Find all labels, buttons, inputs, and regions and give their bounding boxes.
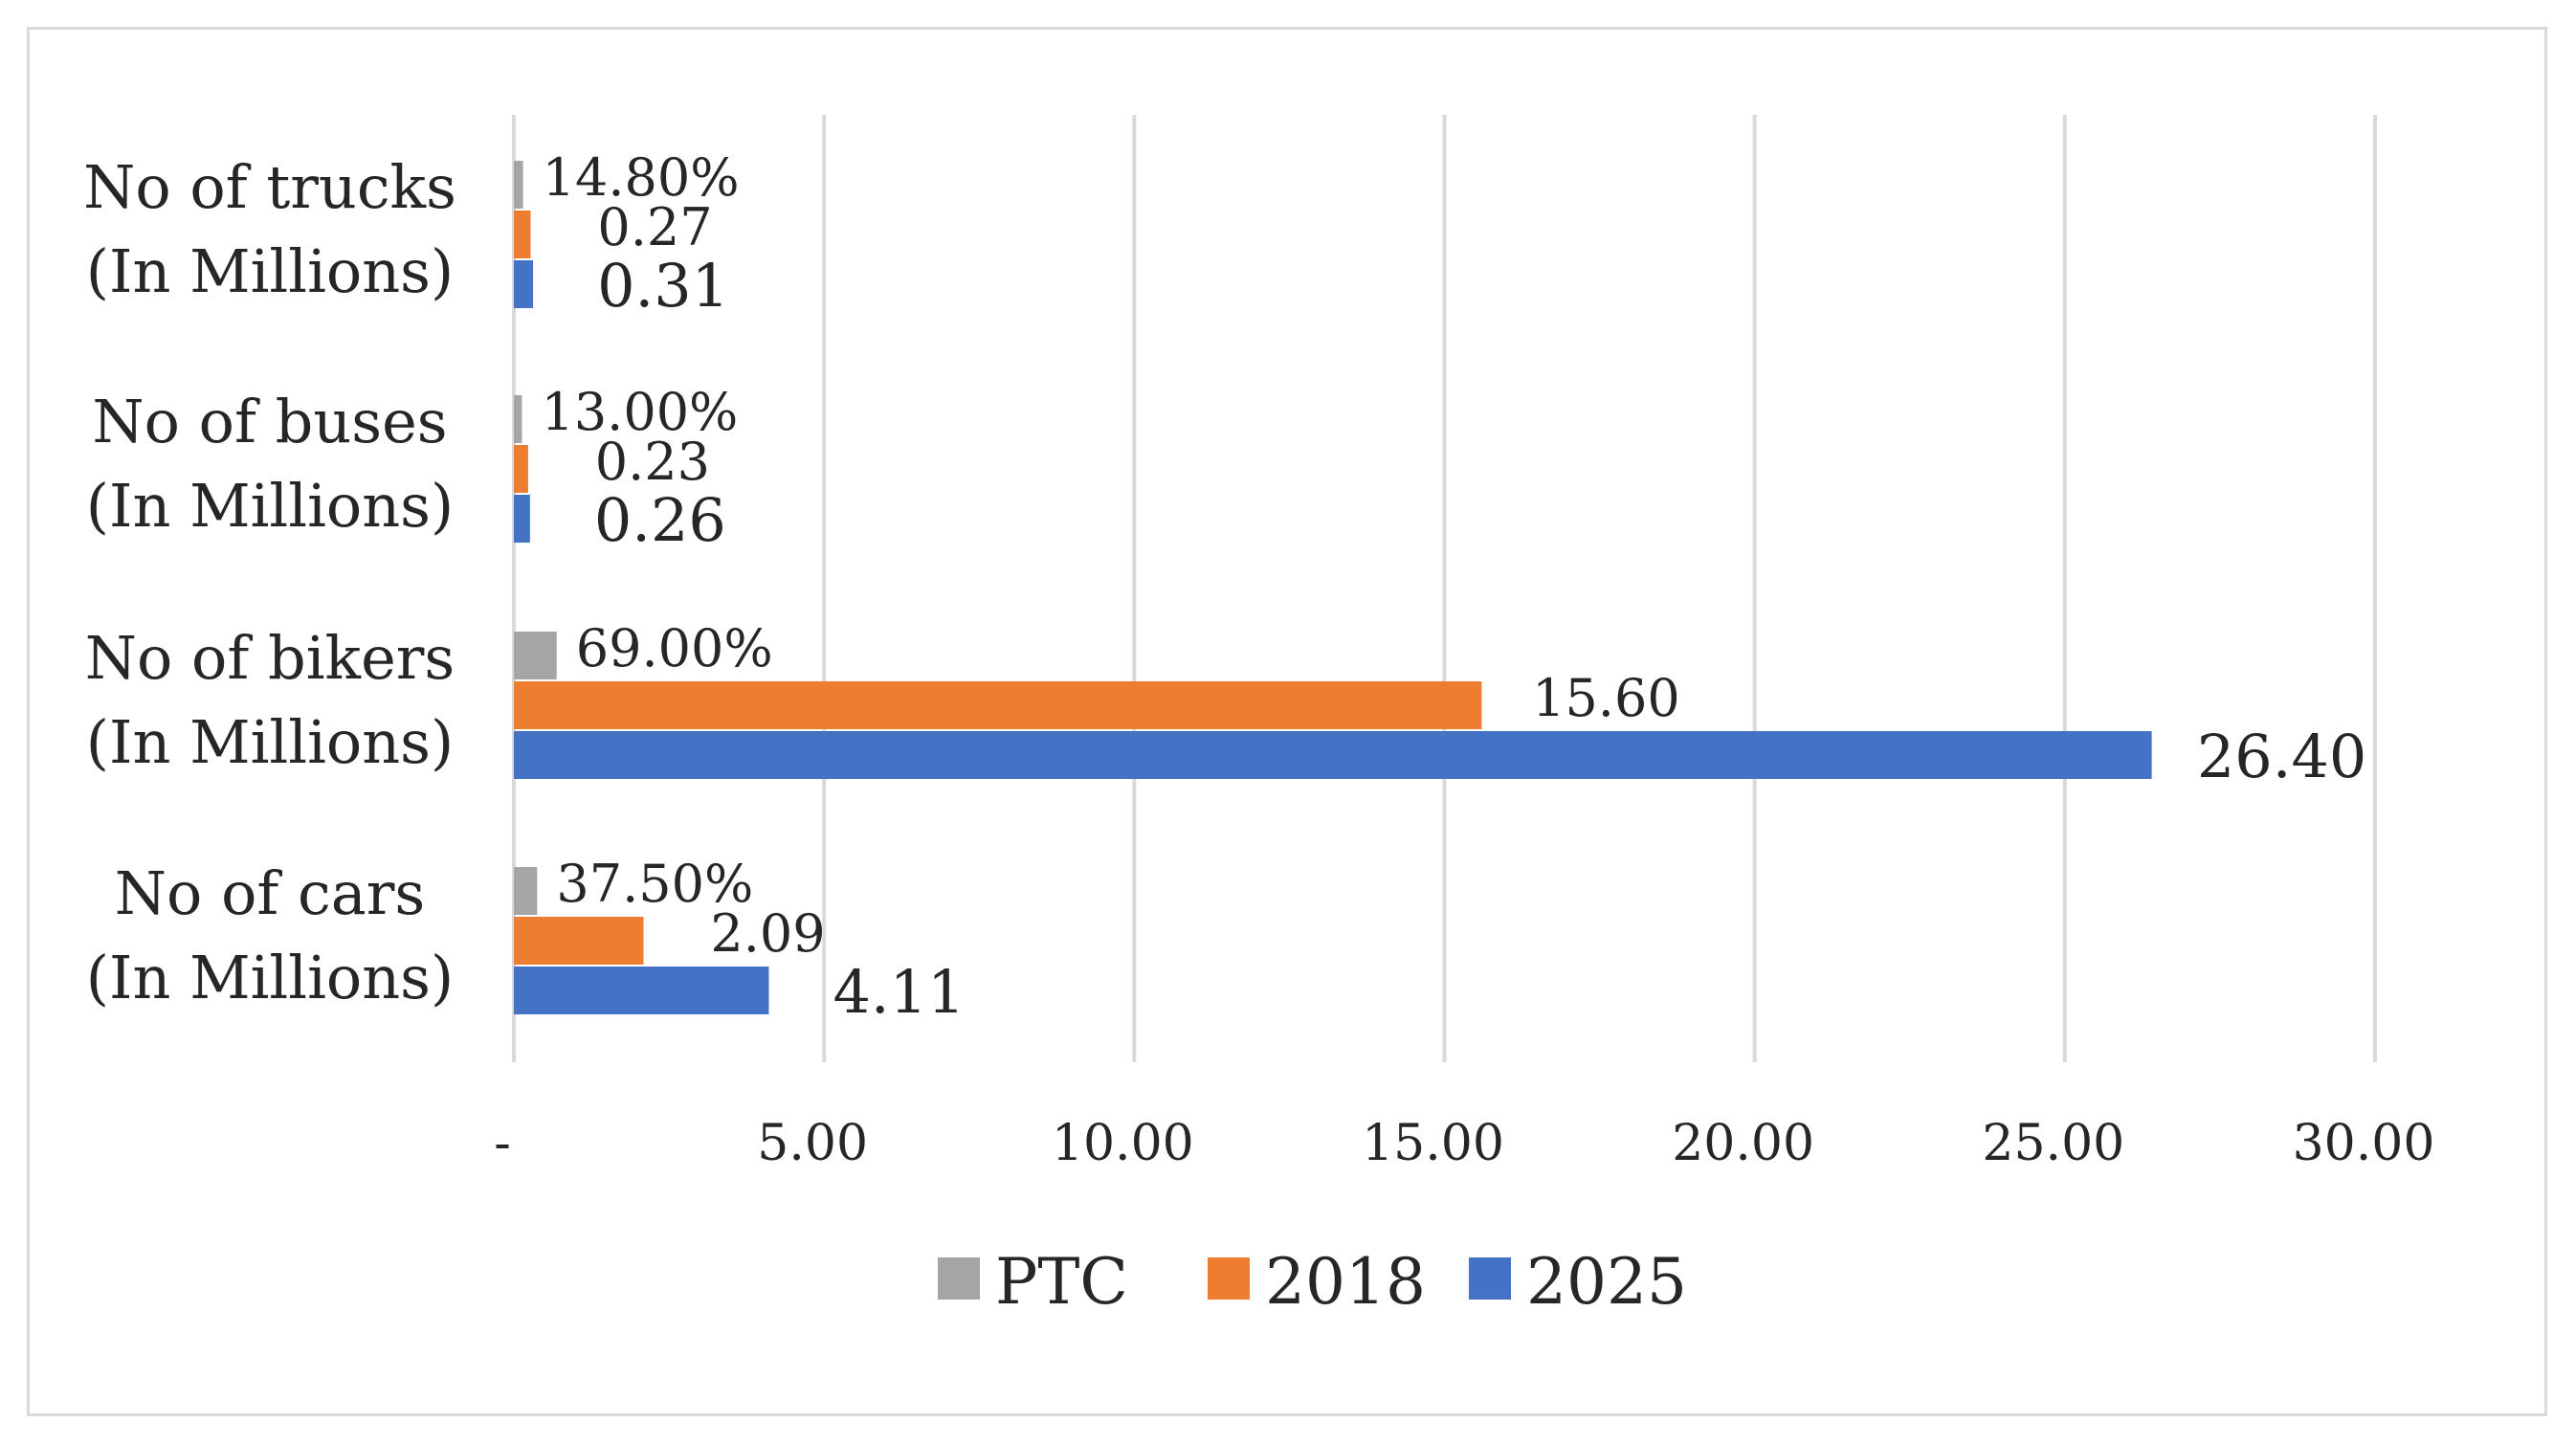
bar-2025-2 xyxy=(514,731,2152,779)
x-tick-label-5: 25.00 xyxy=(1982,1115,2124,1172)
data-label-ptc-1: 13.00% xyxy=(541,382,738,442)
data-label-2025-1: 0.26 xyxy=(594,485,726,555)
x-tick-label-6: 30.00 xyxy=(2293,1115,2435,1172)
data-label-ptc-0: 14.80% xyxy=(543,147,740,208)
legend-swatch-2018 xyxy=(1208,1257,1250,1300)
data-label-ptc-2: 69.00% xyxy=(576,618,773,678)
category-label-3-0: No of cars xyxy=(115,858,425,928)
data-label-2018-2: 15.60 xyxy=(1532,668,1680,728)
legend-label-2025: 2025 xyxy=(1526,1245,1687,1319)
category-label-1-0: No of buses xyxy=(92,387,447,456)
data-label-2025-2: 26.40 xyxy=(2197,722,2367,791)
data-label-2018-1: 0.23 xyxy=(595,432,710,492)
category-label-0-1: (In Millions) xyxy=(86,236,454,306)
category-label-0-0: No of trucks xyxy=(83,152,456,222)
legend-swatch-2025 xyxy=(1469,1257,1511,1300)
x-tick-label-2: 10.00 xyxy=(1052,1115,1194,1172)
data-label-ptc-3: 37.50% xyxy=(556,854,753,914)
x-tick-label-0: - xyxy=(494,1115,511,1172)
x-tick-label-3: 15.00 xyxy=(1362,1115,1504,1172)
legend-swatch-ptc xyxy=(938,1257,980,1300)
bar-ptc-1 xyxy=(514,395,522,443)
bar-2025-3 xyxy=(514,967,769,1014)
bar-2018-0 xyxy=(514,211,531,258)
bar-2025-0 xyxy=(514,260,534,308)
bar-2018-1 xyxy=(514,445,528,493)
bar-ptc-3 xyxy=(514,867,538,915)
bar-2018-2 xyxy=(514,681,1482,729)
category-label-1-1: (In Millions) xyxy=(86,471,454,541)
data-label-2025-3: 4.11 xyxy=(833,957,965,1027)
bar-ptc-2 xyxy=(514,632,557,679)
category-label-2-1: (In Millions) xyxy=(86,707,454,777)
legend-label-2018: 2018 xyxy=(1265,1245,1426,1319)
x-tick-label-4: 20.00 xyxy=(1672,1115,1814,1172)
data-label-2018-3: 2.09 xyxy=(710,903,825,964)
data-label-2025-0: 0.31 xyxy=(597,251,729,321)
data-label-2018-0: 0.27 xyxy=(597,197,712,257)
legend-label-ptc: PTC xyxy=(995,1245,1128,1319)
category-label-3-1: (In Millions) xyxy=(86,943,454,1012)
bar-ptc-0 xyxy=(514,161,523,209)
bar-2018-3 xyxy=(514,917,644,965)
category-label-2-0: No of bikers xyxy=(85,623,455,693)
x-tick-label-1: 5.00 xyxy=(757,1115,868,1172)
bar-2025-1 xyxy=(514,495,530,543)
